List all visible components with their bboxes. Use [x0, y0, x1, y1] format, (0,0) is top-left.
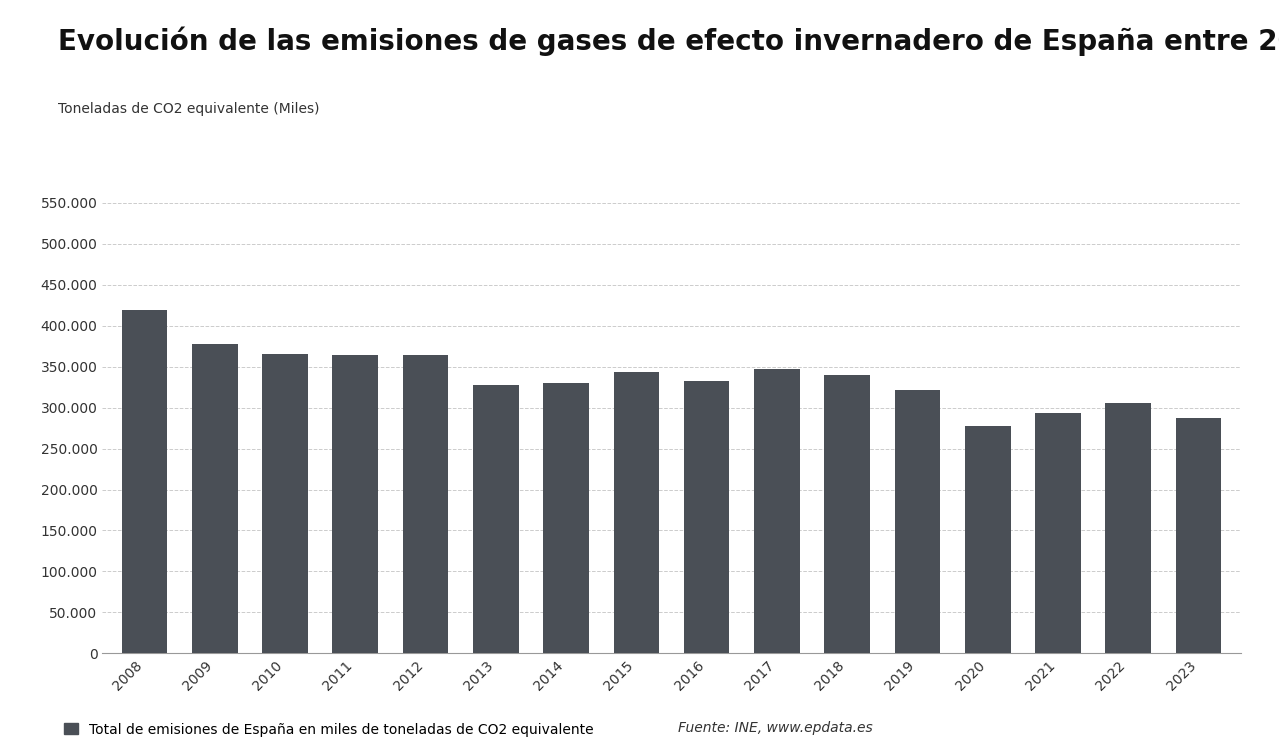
Bar — [192, 344, 238, 653]
Text: Evolución de las emisiones de gases de efecto invernadero de España entre 2008 y: Evolución de las emisiones de gases de e… — [58, 26, 1279, 56]
Bar — [894, 391, 940, 653]
Bar — [1105, 403, 1151, 653]
Text: Toneladas de CO2 equivalente (Miles): Toneladas de CO2 equivalente (Miles) — [58, 102, 318, 116]
Bar — [1175, 418, 1221, 653]
Bar — [964, 427, 1010, 653]
Bar — [824, 375, 870, 653]
Bar — [614, 372, 659, 653]
Bar — [544, 383, 588, 653]
Bar — [684, 382, 729, 653]
Bar — [122, 310, 168, 653]
Bar — [755, 369, 799, 653]
Bar — [262, 354, 308, 653]
Text: Fuente: INE, www.epdata.es: Fuente: INE, www.epdata.es — [678, 722, 872, 735]
Legend: Total de emisiones de España en miles de toneladas de CO2 equivalente: Total de emisiones de España en miles de… — [64, 722, 595, 737]
Bar — [333, 355, 379, 653]
Bar — [403, 355, 449, 653]
Bar — [473, 385, 519, 653]
Bar — [1035, 412, 1081, 653]
